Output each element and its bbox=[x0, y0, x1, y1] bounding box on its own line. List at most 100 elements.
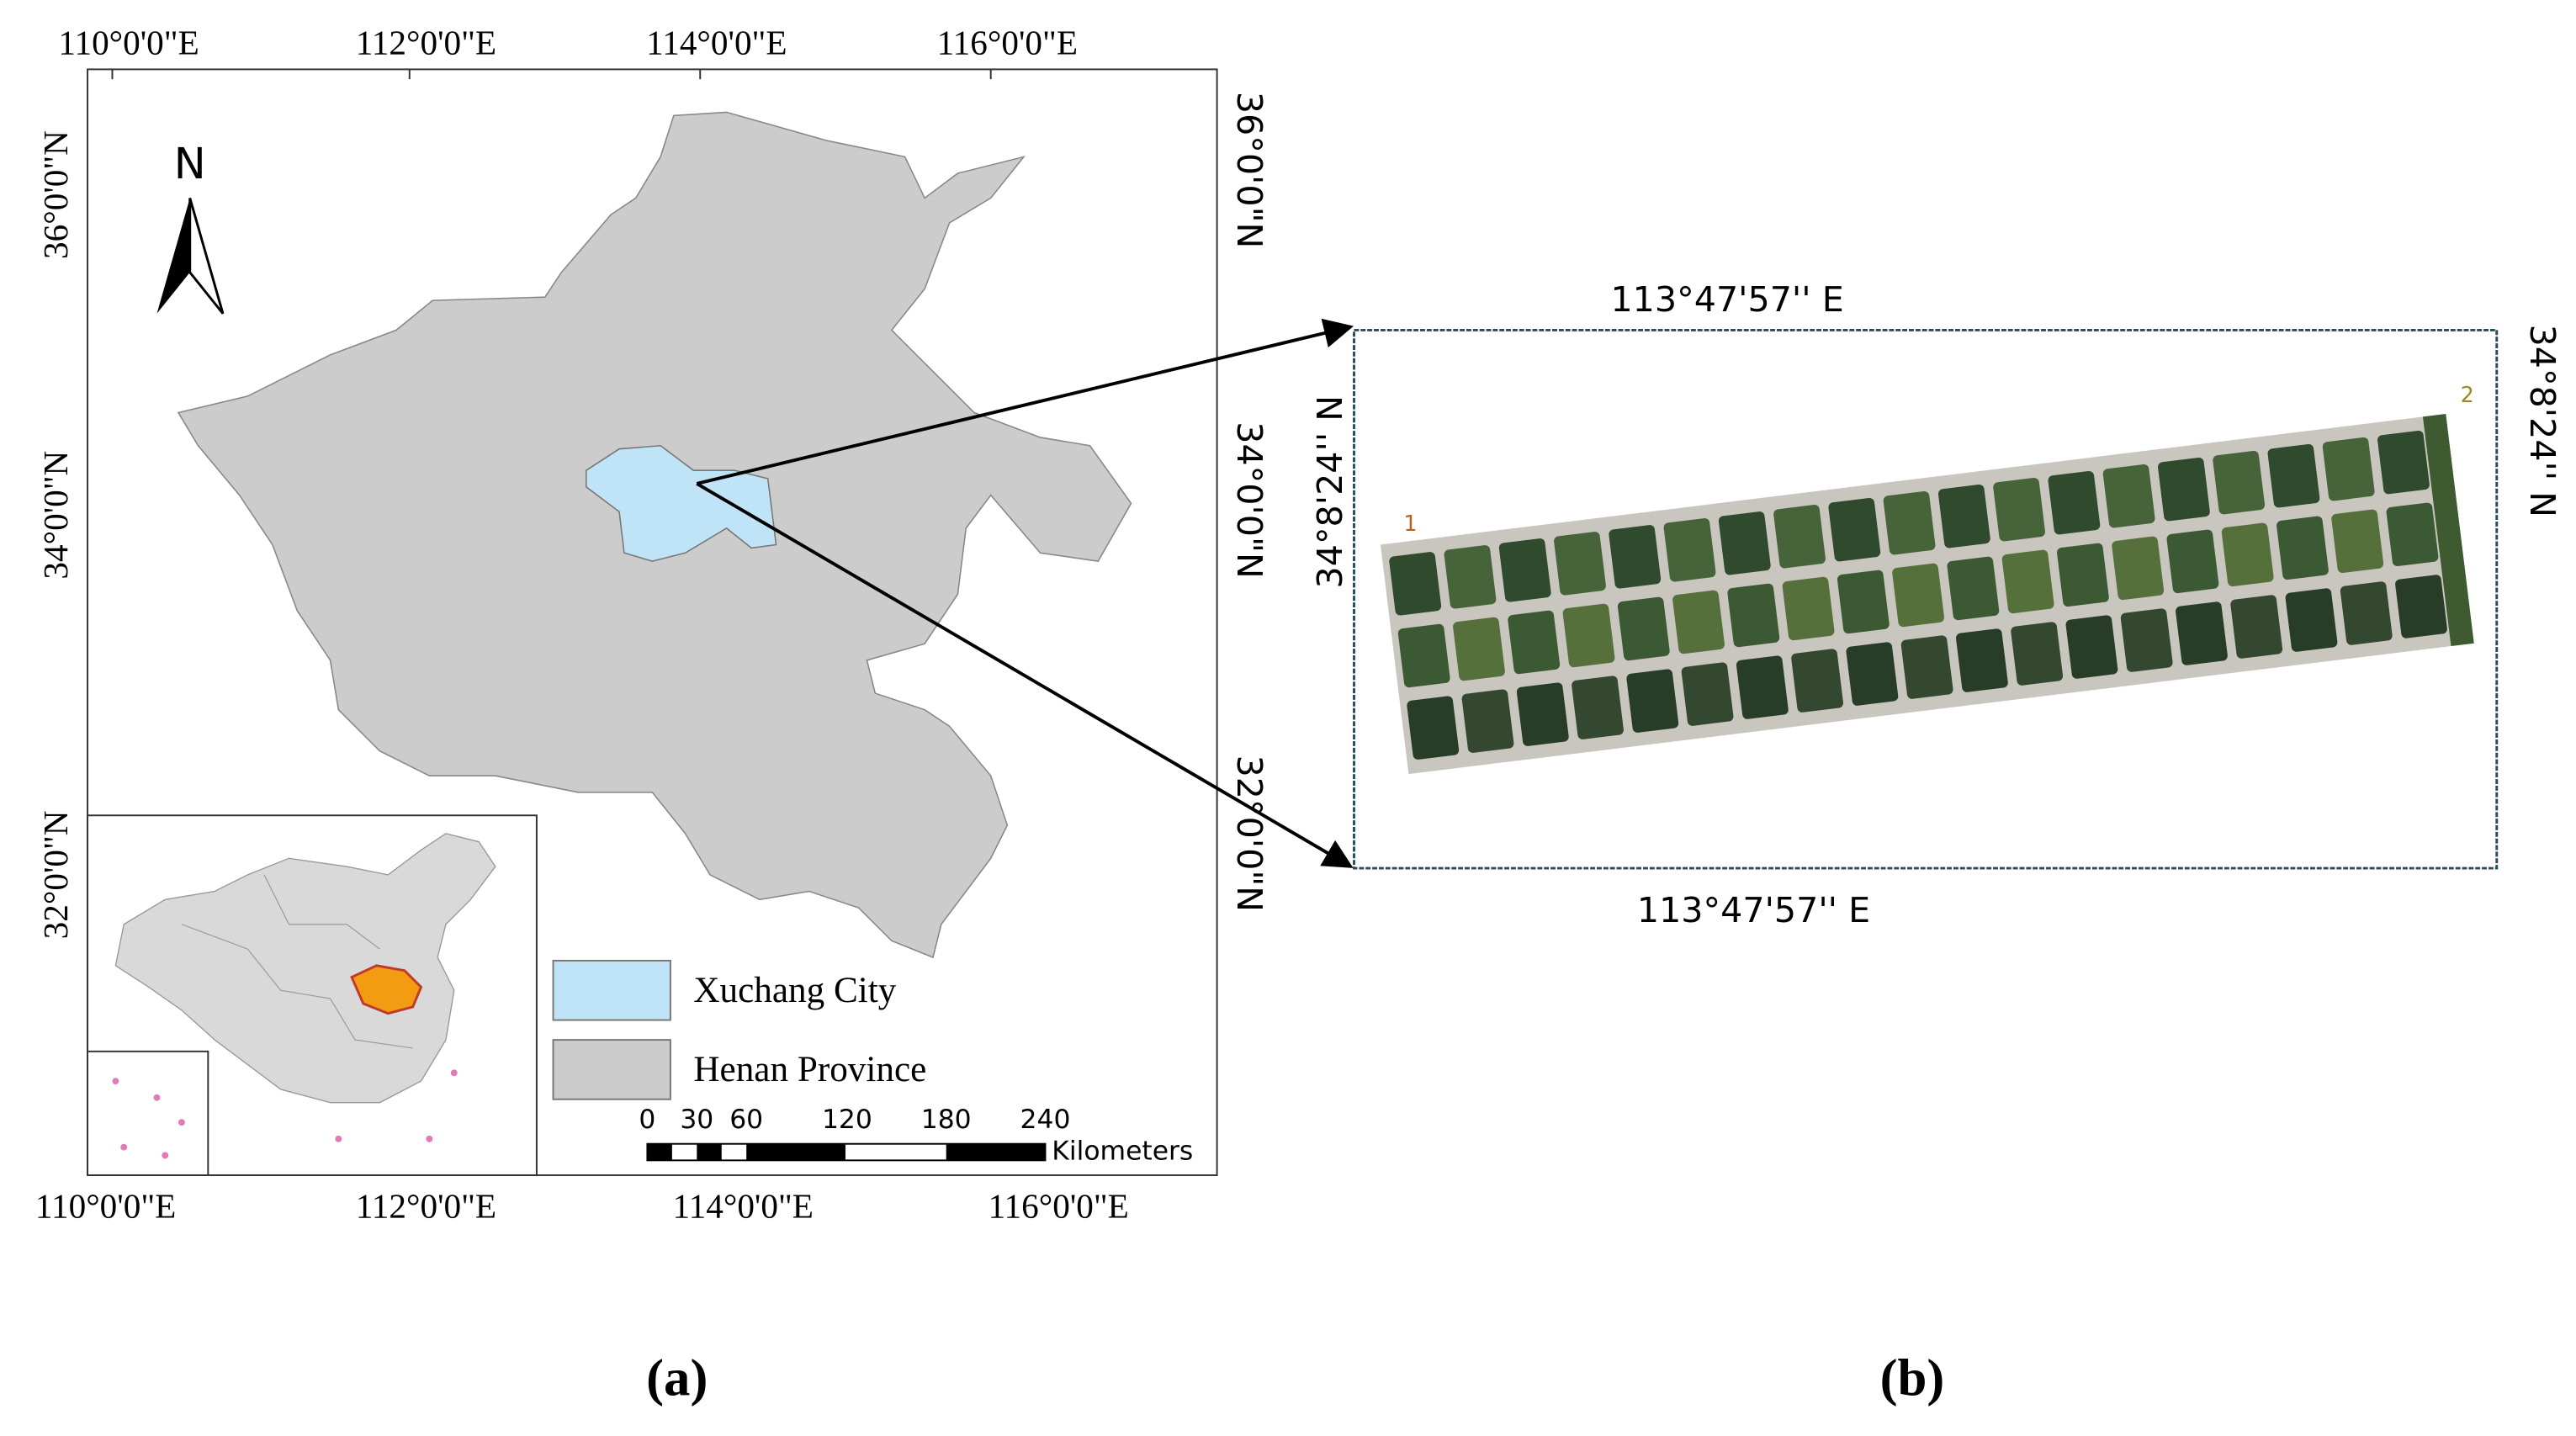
plot bbox=[1727, 583, 1780, 648]
plot bbox=[1663, 518, 1716, 582]
plot bbox=[1892, 563, 1945, 628]
plot bbox=[2166, 529, 2219, 594]
bottom-label: 114°0'0"E bbox=[673, 1187, 814, 1226]
scale-bar bbox=[646, 1142, 1047, 1162]
left-label: 32°0'0"N bbox=[36, 810, 75, 939]
panel-b: 1 2 113°47'57'' E 113°47'57'' E 34°8'24'… bbox=[696, 279, 2563, 1407]
plot bbox=[1828, 498, 1881, 562]
top-label: 114°0'0"E bbox=[646, 23, 787, 61]
plot bbox=[2285, 588, 2338, 652]
scale-label: 30 bbox=[680, 1105, 713, 1135]
plot bbox=[1626, 669, 1679, 733]
right-label: 34°0'0"N bbox=[1229, 421, 1269, 579]
plot bbox=[1453, 617, 1505, 681]
plot bbox=[1389, 552, 1442, 616]
legend-label: Xuchang City bbox=[693, 971, 896, 1010]
field-edge bbox=[2422, 414, 2474, 647]
plot bbox=[1617, 596, 1670, 661]
top-label: 116°0'0"E bbox=[937, 23, 1078, 61]
plot bbox=[2065, 615, 2118, 679]
bottom-label: 112°0'0"E bbox=[356, 1187, 496, 1226]
plot bbox=[1516, 682, 1569, 746]
plot bbox=[1883, 490, 1936, 555]
right-label: 32°0'0"N bbox=[1229, 755, 1269, 913]
plot bbox=[1609, 525, 1662, 589]
plot bbox=[2230, 595, 2283, 659]
plot bbox=[1681, 662, 1734, 726]
point-label: 2 bbox=[2461, 383, 2474, 408]
plot bbox=[1461, 689, 1514, 753]
point-label: 1 bbox=[1403, 511, 1417, 537]
bottom-label: 113°47'57'' E bbox=[1637, 890, 1870, 930]
plot bbox=[1993, 477, 2046, 542]
scale-label: 240 bbox=[1020, 1105, 1071, 1135]
bottom-label: 110°0'0"E bbox=[35, 1187, 176, 1226]
scale-label: 120 bbox=[822, 1105, 872, 1135]
plot bbox=[1782, 576, 1835, 641]
left-label: 36°0'0"N bbox=[36, 130, 75, 259]
scale-unit: Kilometers bbox=[1052, 1137, 1193, 1167]
plot bbox=[1937, 484, 1990, 548]
panel-a: N Xuchang City Henan Province (a) bbox=[87, 68, 1218, 1407]
plot bbox=[2331, 509, 2384, 574]
caption: (a) bbox=[646, 1349, 708, 1407]
right-label: 36°0'0"N bbox=[1229, 92, 1269, 249]
plot bbox=[2157, 457, 2210, 522]
plot bbox=[2213, 450, 2266, 515]
plot bbox=[1837, 570, 1890, 634]
plot bbox=[1508, 610, 1561, 675]
scale-label: 180 bbox=[921, 1105, 972, 1135]
plot bbox=[1672, 590, 1725, 654]
plot bbox=[1846, 642, 1899, 706]
bottom-label: 116°0'0"E bbox=[988, 1187, 1128, 1226]
plot bbox=[2386, 502, 2439, 567]
plot bbox=[1444, 545, 1497, 609]
north-label: N bbox=[174, 140, 206, 189]
plot bbox=[2011, 622, 2064, 686]
plot bbox=[1407, 696, 1460, 760]
arrow bbox=[696, 482, 1354, 868]
plot bbox=[2221, 522, 2274, 587]
scale-label: 0 bbox=[639, 1105, 655, 1135]
arrow bbox=[696, 318, 1354, 485]
plot bbox=[1773, 505, 1826, 569]
coordinate-labels: 110°0'0"E 112°0'0"E 114°0'0"E 116°0'0"E 110°… bbox=[35, 23, 1269, 1225]
plot bbox=[2340, 581, 2393, 645]
legend: Xuchang City Henan Province bbox=[552, 959, 926, 1100]
inset-map bbox=[87, 814, 538, 1176]
plot bbox=[1955, 628, 2008, 692]
left-label: 34°8'24'' N bbox=[1310, 395, 1350, 589]
plot bbox=[1498, 538, 1551, 602]
top-label: 113°47'57'' E bbox=[1610, 279, 1843, 320]
plot bbox=[2112, 536, 2165, 601]
plot bbox=[1572, 676, 1624, 739]
scale-label: 60 bbox=[729, 1105, 763, 1135]
plot bbox=[1554, 532, 1606, 596]
plot bbox=[1562, 603, 1615, 668]
plot bbox=[1718, 511, 1771, 575]
plot bbox=[1397, 623, 1450, 688]
plot bbox=[1947, 556, 2000, 621]
caption: (b) bbox=[1880, 1349, 1945, 1407]
plot bbox=[2102, 464, 2155, 528]
right-label: 34°8'24'' N bbox=[2522, 325, 2563, 518]
plot bbox=[1900, 635, 1953, 699]
plot bbox=[2277, 516, 2329, 580]
plot bbox=[2056, 543, 2109, 607]
top-label: 110°0'0"E bbox=[58, 23, 199, 61]
field-image bbox=[1380, 414, 2474, 775]
plot bbox=[1791, 649, 1844, 713]
legend-label: Henan Province bbox=[693, 1050, 926, 1089]
plot bbox=[2001, 549, 2054, 614]
plot bbox=[2322, 437, 2375, 501]
plot bbox=[2395, 575, 2447, 639]
left-label: 34°0'0"N bbox=[36, 451, 75, 580]
plot bbox=[2377, 430, 2430, 495]
plot bbox=[2176, 601, 2228, 665]
plot bbox=[1736, 655, 1789, 719]
top-label: 112°0'0"E bbox=[356, 23, 496, 61]
plot bbox=[2267, 443, 2320, 508]
plot bbox=[2048, 470, 2101, 535]
